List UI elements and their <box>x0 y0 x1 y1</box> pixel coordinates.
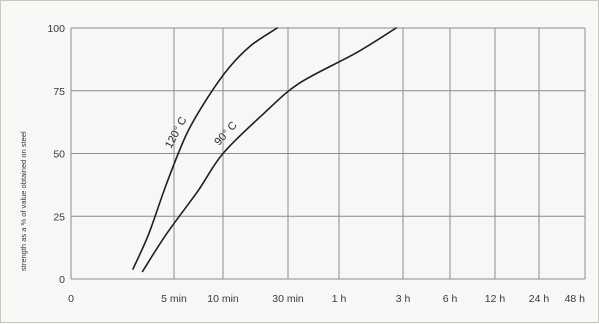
x-tick-label-0: 0 <box>68 293 74 305</box>
grid <box>70 27 586 280</box>
series-line-0 <box>132 27 278 270</box>
x-tick-label-4: 1 h <box>332 293 347 305</box>
x-tick-label-8: 24 h <box>529 293 550 305</box>
x-tick-label-3: 30 min <box>272 293 304 305</box>
series-label-1: 90° C <box>212 119 239 148</box>
x-tick-label-9: 48 h <box>565 293 586 305</box>
y-axis-title: strength as a % of value obtained on ste… <box>19 131 28 271</box>
series-line-1 <box>141 27 397 273</box>
x-tick-label-7: 12 h <box>485 293 506 305</box>
y-tick-label-50: 50 <box>53 149 65 161</box>
series-labels: 120° C 90° C <box>163 115 240 150</box>
y-tick-label-75: 75 <box>53 86 65 98</box>
x-tick-label-1: 5 min <box>161 293 187 305</box>
y-tick-label-25: 25 <box>53 211 65 223</box>
x-tick-label-6: 6 h <box>443 293 458 305</box>
x-tick-label-5: 3 h <box>396 293 411 305</box>
tick-labels: 0 25 50 75 100 0 5 min 10 min 30 min 1 h 3 h 6 h 12 … <box>47 23 585 305</box>
y-tick-label-100: 100 <box>47 23 65 35</box>
series-lines <box>132 27 397 273</box>
x-tick-label-2: 10 min <box>207 293 239 305</box>
y-tick-label-0: 0 <box>59 274 65 286</box>
series-label-0: 120° C <box>163 115 189 150</box>
